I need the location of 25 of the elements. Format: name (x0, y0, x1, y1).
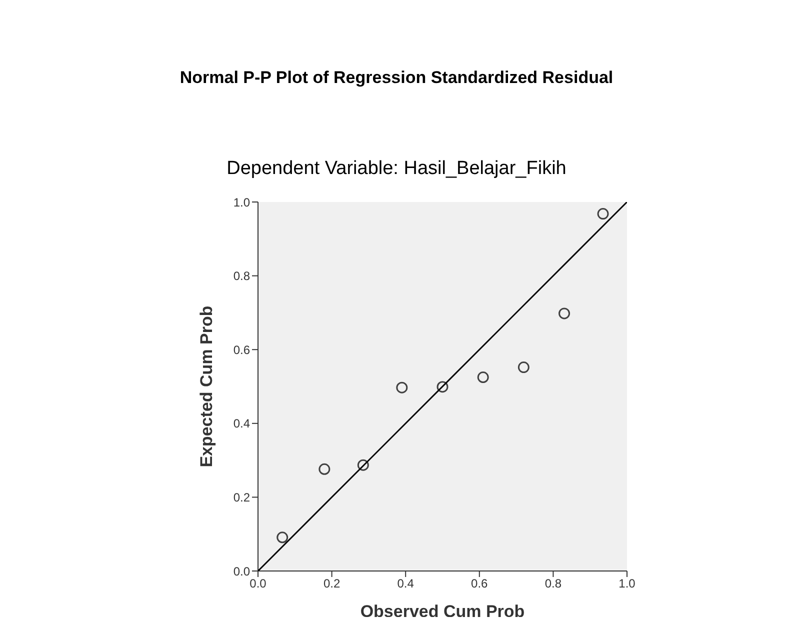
x-tick-label: 1.0 (618, 576, 636, 591)
x-tick-label: 0.6 (471, 576, 488, 591)
chart-subtitle: Dependent Variable: Hasil_Belajar_Fikih (226, 158, 568, 180)
y-tick-label: 0.2 (233, 490, 250, 504)
point (436, 381, 448, 393)
point (477, 372, 489, 384)
point (318, 463, 330, 475)
point (276, 532, 288, 544)
point (357, 459, 369, 471)
x-axis-title: Observed Cum Prob (360, 602, 525, 621)
point (558, 308, 570, 320)
y-axis-title: Expected Cum Prob (197, 306, 216, 468)
chart-title: Normal P-P Plot of Regression Standardized Residual (178, 68, 614, 88)
x-tick-label: 0.2 (323, 576, 340, 591)
x-tick-label: 0.8 (544, 576, 562, 591)
point (396, 382, 408, 394)
y-tick-label: 0.8 (233, 269, 250, 284)
y-tick-label: 0.0 (233, 564, 250, 578)
y-tick-label: 0.4 (233, 416, 250, 431)
y-tick-label: 1.0 (233, 195, 250, 210)
x-tick-label: 0.0 (250, 576, 267, 591)
point (518, 362, 530, 374)
point (597, 208, 609, 220)
x-tick-label: 0.4 (397, 576, 414, 591)
y-tick-label: 0.6 (233, 342, 250, 357)
